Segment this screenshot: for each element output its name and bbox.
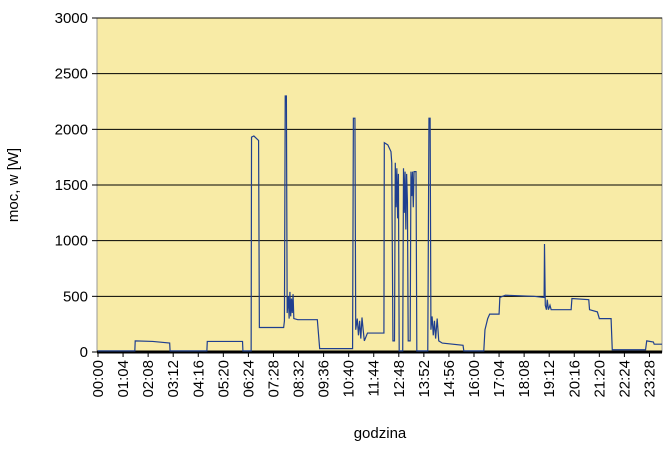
- x-tick-label: 04:16: [190, 360, 207, 398]
- x-tick-label: 09:36: [316, 360, 333, 398]
- x-tick-label: 01:04: [115, 360, 132, 398]
- x-tick-label: 08:32: [291, 360, 308, 398]
- x-tick-label: 20:16: [566, 360, 583, 398]
- x-tick-label: 00:00: [90, 360, 107, 398]
- x-tick-label: 22:24: [616, 360, 633, 398]
- x-tick-label: 03:12: [165, 360, 182, 398]
- x-tick-label: 23:28: [641, 360, 658, 398]
- y-tick-label: 1500: [55, 177, 88, 194]
- y-tick-label: 3000: [55, 10, 88, 27]
- y-tick-label: 2500: [55, 66, 88, 83]
- x-tick-label: 19:12: [541, 360, 558, 398]
- x-tick-label: 05:20: [215, 360, 232, 398]
- x-tick-label: 11:44: [366, 360, 383, 396]
- x-tick-label: 13:52: [416, 360, 433, 398]
- x-tick-label: 21:20: [591, 360, 608, 398]
- y-tick-label: 0: [80, 344, 88, 361]
- y-tick-label: 2000: [55, 121, 88, 138]
- x-tick-label: 18:08: [516, 360, 533, 398]
- x-tick-label: 10:40: [341, 360, 358, 398]
- series-line: [98, 95, 662, 352]
- x-tick-label: 06:24: [240, 360, 257, 398]
- x-tick-label: 07:28: [265, 360, 282, 398]
- x-tick-label: 14:56: [441, 360, 458, 398]
- y-tick-label: 500: [63, 288, 88, 305]
- x-tick-label: 17:04: [491, 360, 508, 398]
- y-tick-label: 1000: [55, 233, 88, 250]
- y-axis-label: moc, w [W]: [5, 148, 22, 222]
- x-tick-label: 02:08: [140, 360, 157, 398]
- x-tick-label: 12:48: [391, 360, 408, 398]
- x-axis-label: godzina: [354, 425, 407, 442]
- x-tick-label: 16:00: [466, 360, 483, 398]
